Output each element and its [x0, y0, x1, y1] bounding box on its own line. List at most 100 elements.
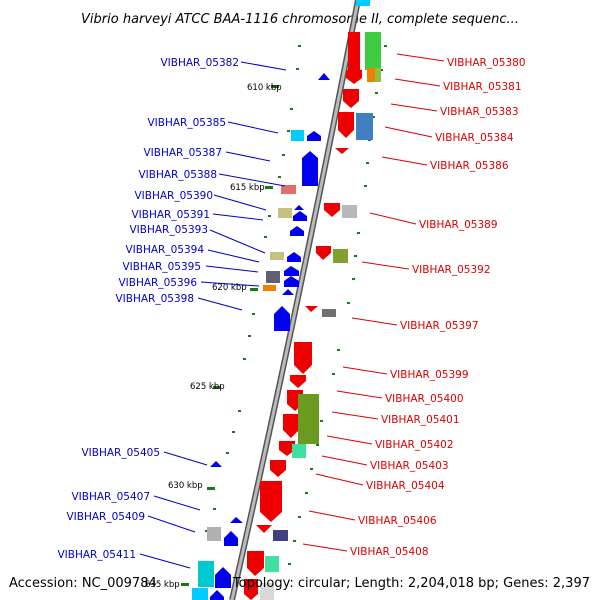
right-leader-lines — [302, 53, 445, 552]
gene-feature — [356, 113, 373, 140]
gene-feature — [292, 444, 306, 458]
gene-feature — [333, 249, 348, 263]
gene-arrow — [279, 441, 295, 456]
scale-label: 625 kbp — [190, 382, 225, 392]
gene-arrow — [338, 112, 354, 138]
gene-feature — [342, 205, 357, 218]
gene-label-link[interactable]: VIBHAR_05390 — [134, 190, 213, 202]
gene-feature — [281, 185, 296, 194]
gene-feature — [278, 208, 292, 218]
gene-label-link[interactable]: VIBHAR_05406 — [358, 515, 437, 527]
gene-arrow — [270, 460, 286, 477]
gene-feature — [270, 252, 284, 260]
gene-arrow — [282, 289, 294, 295]
gene-arrow — [294, 342, 312, 374]
gene-label-link[interactable]: VIBHAR_05403 — [370, 460, 449, 472]
gene-feature — [198, 561, 214, 587]
gene-label-link[interactable]: VIBHAR_05405 — [81, 447, 160, 459]
accession-text: Accession: NC_009784 — [9, 576, 157, 591]
gene-arrow — [284, 276, 299, 287]
gene-feature — [273, 530, 288, 541]
gene-label-link[interactable]: VIBHAR_05384 — [435, 132, 514, 144]
gene-label-link[interactable]: VIBHAR_05380 — [447, 57, 526, 69]
gene-arrow — [316, 246, 331, 260]
gene-label-link[interactable]: VIBHAR_05398 — [115, 293, 194, 305]
gene-label-link[interactable]: VIBHAR_05387 — [143, 147, 222, 159]
gene-label-link[interactable]: VIBHAR_05385 — [147, 117, 226, 129]
gene-label-link[interactable]: VIBHAR_05383 — [440, 106, 519, 118]
gene-label-link[interactable]: VIBHAR_05396 — [118, 277, 197, 289]
chromosome-backbone — [229, 0, 361, 600]
gene-label-link[interactable]: VIBHAR_05381 — [443, 81, 522, 93]
gene-label-link[interactable]: VIBHAR_05394 — [125, 244, 204, 256]
gene-arrow — [290, 226, 304, 236]
gene-arrow — [293, 211, 307, 221]
gene-label-link[interactable]: VIBHAR_05404 — [366, 480, 445, 492]
gene-label-link[interactable]: VIBHAR_05411 — [57, 549, 136, 561]
gene-label-link[interactable]: VIBHAR_05399 — [390, 369, 469, 381]
gene-arrow — [260, 481, 282, 522]
gene-label-link[interactable]: VIBHAR_05389 — [419, 219, 498, 231]
gene-arrow — [210, 590, 224, 600]
gene-arrow — [307, 131, 321, 141]
gene-feature — [322, 309, 336, 317]
gene-label-link[interactable]: VIBHAR_05402 — [375, 439, 454, 451]
gene-label-link[interactable]: VIBHAR_05386 — [430, 160, 509, 172]
gene-label-link[interactable]: VIBHAR_05408 — [350, 546, 429, 558]
gene-label-link[interactable]: VIBHAR_05395 — [122, 261, 201, 273]
gene-arrow — [224, 531, 238, 546]
gene-arrow — [324, 203, 340, 217]
scale-label: 620 kbp — [212, 283, 247, 293]
gene-arrow — [210, 461, 222, 467]
gene-arrow — [343, 89, 359, 108]
gene-label-link[interactable]: VIBHAR_05392 — [412, 264, 491, 276]
gene-arrow — [256, 525, 272, 533]
inner-ruler — [205, 45, 301, 532]
gene-feature — [260, 583, 274, 600]
gene-arrow — [294, 205, 304, 210]
gene-label-link[interactable]: VIBHAR_05382 — [160, 57, 239, 69]
gene-feature — [265, 556, 279, 572]
gene-arrow — [284, 266, 299, 276]
gene-arrow — [287, 252, 301, 262]
gene-arrow — [318, 73, 330, 80]
gene-label-link[interactable]: VIBHAR_05409 — [66, 511, 145, 523]
scale-label: 615 kbp — [230, 183, 265, 193]
gene-label-link[interactable]: VIBHAR_05400 — [385, 393, 464, 405]
gene-arrow — [346, 70, 362, 84]
gene-feature — [266, 271, 280, 283]
gene-arrow — [335, 148, 349, 154]
gene-label-link[interactable]: VIBHAR_05407 — [71, 491, 150, 503]
gene-arrow — [283, 414, 299, 438]
gene-arrow — [247, 551, 264, 576]
gene-arrow — [305, 306, 318, 312]
gene-label-link[interactable]: VIBHAR_05393 — [129, 224, 208, 236]
scale-labels: 610 kbp 615 kbp 620 kbp 625 kbp 630 kbp … — [145, 83, 282, 590]
map-title: Vibrio harveyi ATCC BAA-1116 chromosome … — [81, 12, 519, 27]
gene-feature — [375, 68, 381, 82]
scale-label: 610 kbp — [247, 83, 282, 93]
gene-feature — [291, 130, 304, 141]
reverse-strand-features — [244, 32, 381, 600]
gene-arrow — [274, 306, 290, 331]
gene-arrow — [215, 567, 231, 588]
scale-ticks — [181, 85, 279, 586]
gene-label-link[interactable]: VIBHAR_05397 — [400, 320, 479, 332]
gene-label-link[interactable]: VIBHAR_05391 — [131, 209, 210, 221]
gene-feature — [207, 527, 221, 541]
forward-strand-features — [192, 0, 370, 600]
gene-feature — [298, 394, 319, 444]
gene-feature — [348, 32, 360, 70]
gene-arrow — [302, 151, 318, 186]
gene-arrow — [230, 517, 243, 523]
gene-label-link[interactable]: VIBHAR_05401 — [381, 414, 460, 426]
gene-arrow — [244, 579, 258, 600]
sequence-summary: Topology: circular; Length: 2,204,018 bp… — [232, 576, 590, 591]
gene-arrow — [290, 375, 306, 388]
right-gene-labels: VIBHAR_05380 VIBHAR_05381 VIBHAR_05383 V… — [350, 57, 526, 558]
gene-label-link[interactable]: VIBHAR_05388 — [138, 169, 217, 181]
gene-feature — [192, 588, 208, 600]
gene-feature — [263, 285, 276, 291]
